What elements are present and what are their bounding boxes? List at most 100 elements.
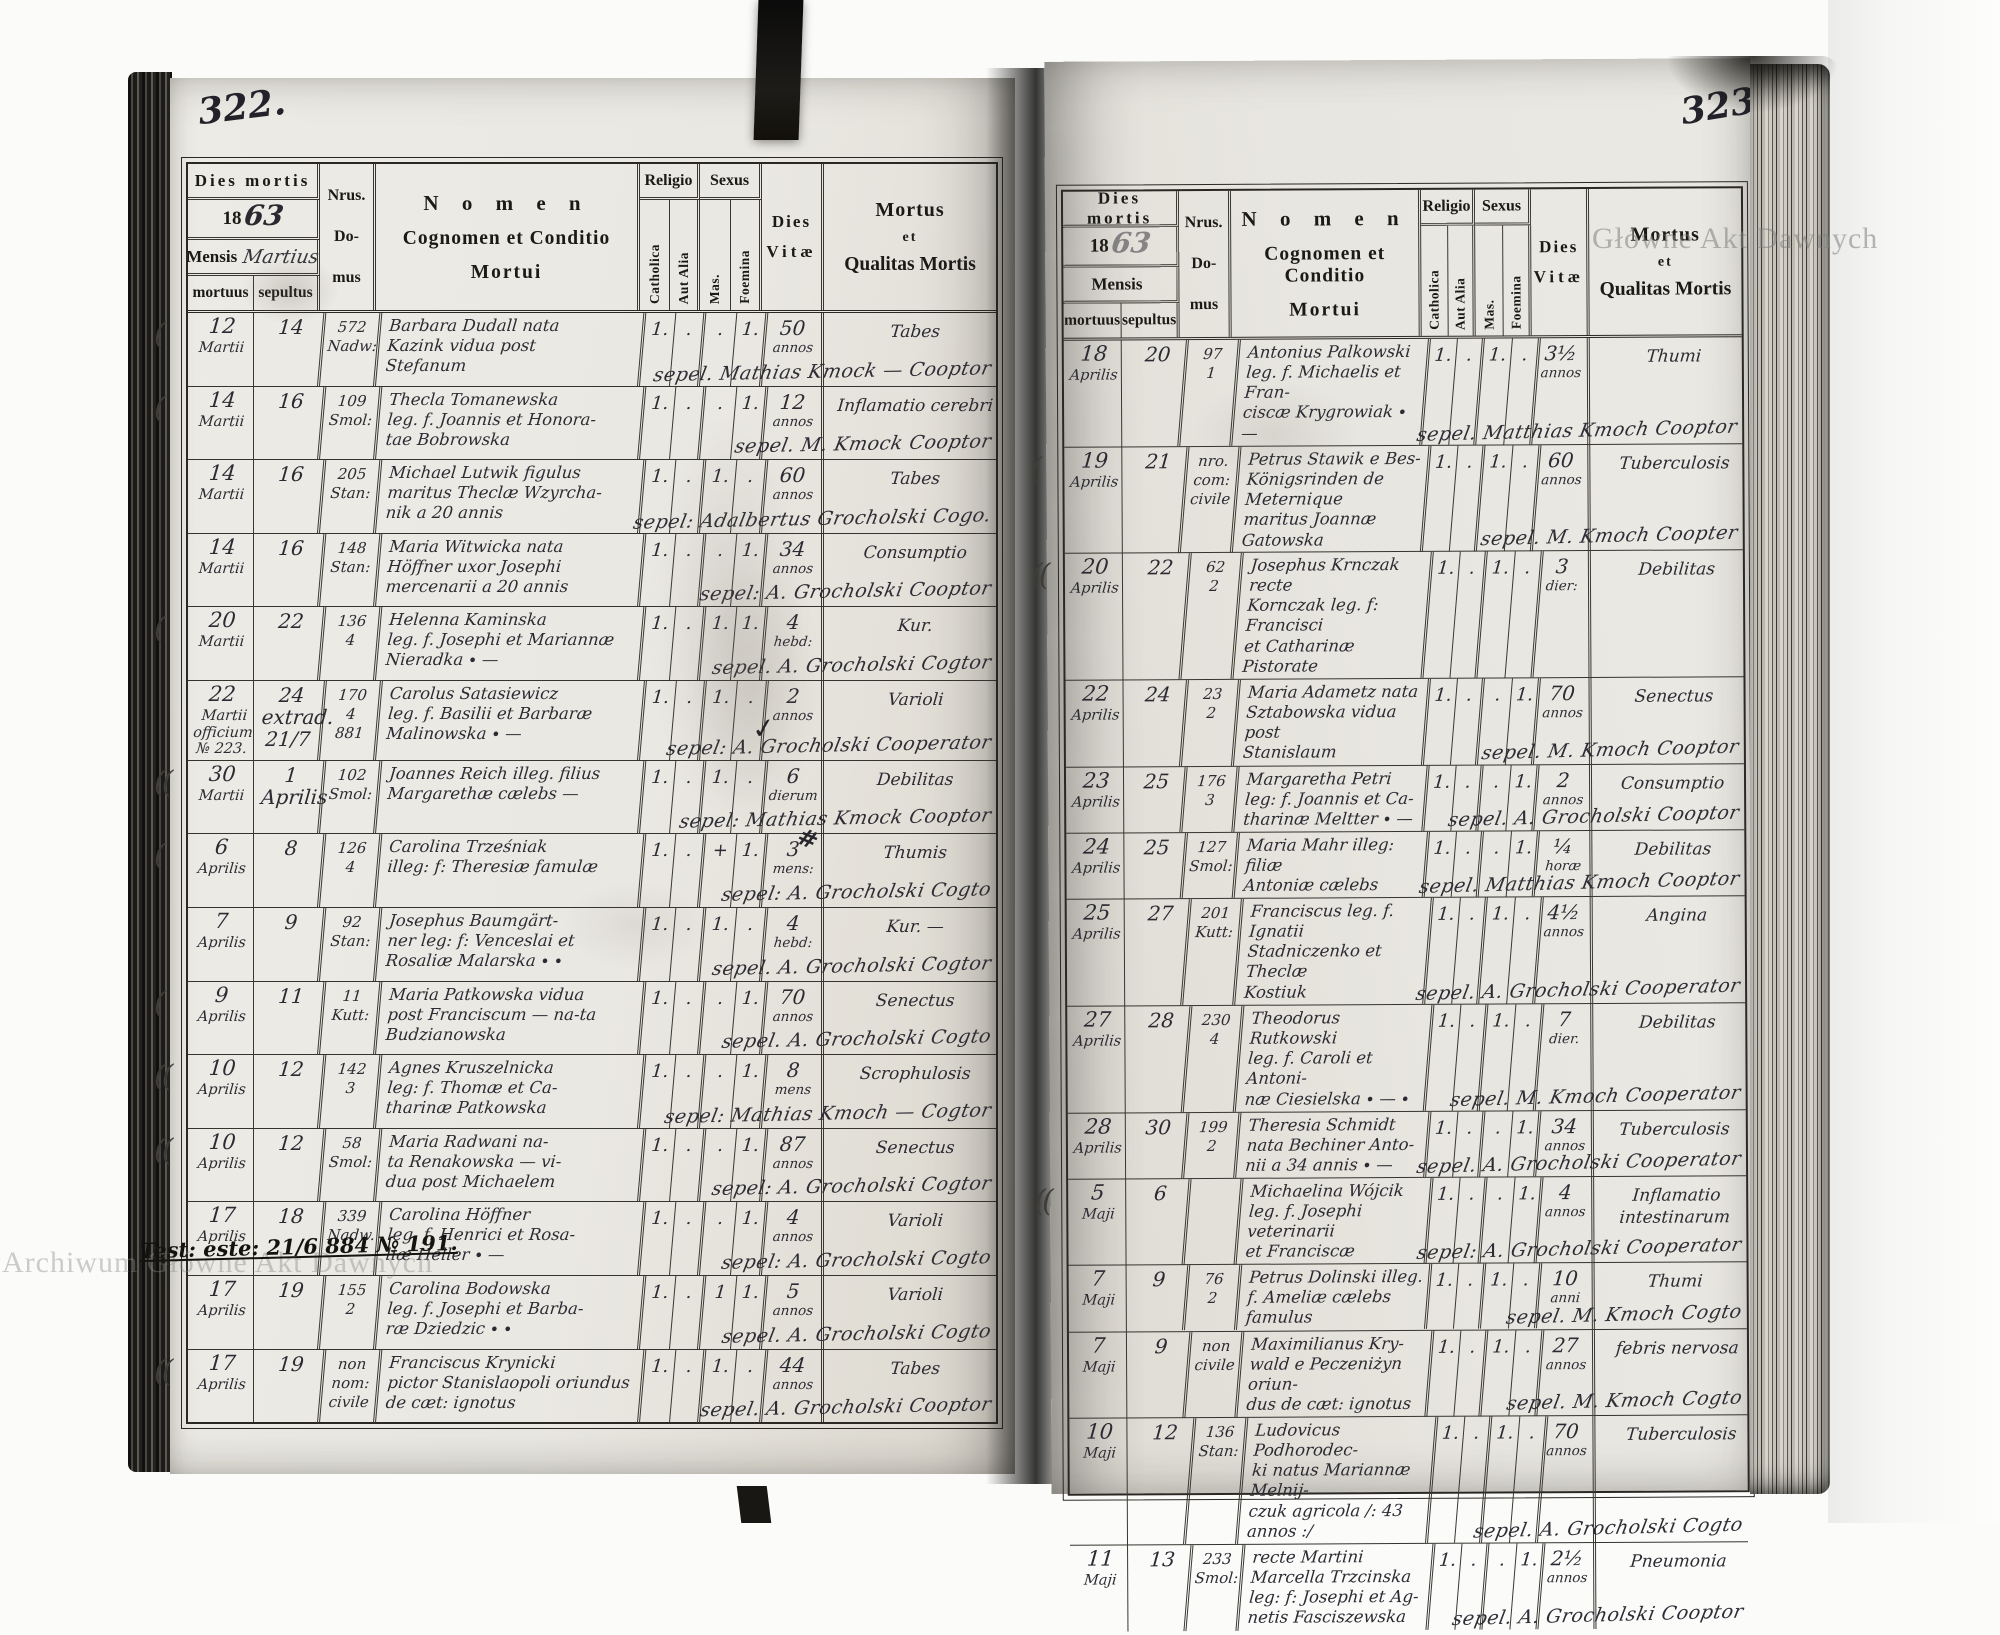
age-value: 70 bbox=[779, 984, 807, 1009]
house-number-cell: 76 2 bbox=[1184, 1265, 1243, 1331]
house-number-cell: 176 3 bbox=[1182, 766, 1240, 833]
death-date-cell: 10 Maji bbox=[1069, 1418, 1129, 1545]
cause-of-death-cell: Debilitas bbox=[1637, 559, 1716, 581]
house-number-cell: non nom: civile bbox=[320, 1349, 383, 1423]
burial-date-cell: 30 bbox=[1126, 1112, 1190, 1179]
name-condition-cell: Petrus Stawik e Bes- Königsrinden de Met… bbox=[1232, 445, 1432, 553]
nomen-line2: Cognomen et Conditio bbox=[1264, 242, 1386, 287]
burial-date-cell: 12 bbox=[254, 1055, 327, 1128]
year-handwritten: 63 bbox=[1108, 226, 1153, 260]
margin-flourish: ( bbox=[154, 985, 166, 1021]
death-day: 20 bbox=[1080, 554, 1110, 579]
age-value: 2 bbox=[1555, 767, 1571, 792]
archive-stamp-ghost bbox=[655, 420, 805, 820]
margin-flourish: (( bbox=[154, 1059, 174, 1095]
year-handwritten: 63 bbox=[241, 199, 286, 232]
death-date-cell: 17 Aprilis bbox=[188, 1349, 254, 1423]
register-row: 14 Martii 16 205 Stan: Michael Lutwik fi… bbox=[188, 460, 996, 534]
cause-of-death-cell: Consumptio bbox=[862, 542, 968, 563]
header-dies-vitae: Dies Vitæ bbox=[1530, 189, 1590, 336]
register-row: 25 Aprilis 27 201 Kutt: Franciscus leg. … bbox=[1066, 896, 1746, 1007]
margin-flourish: ( bbox=[154, 611, 166, 647]
death-month: Martii bbox=[198, 487, 246, 504]
dies-vitae-cell: 7 dier. bbox=[1535, 1003, 1594, 1110]
register-row: ( 6 Aprilis 8 126 4 Carolina Trześniak i… bbox=[154, 834, 996, 909]
death-day: 12 bbox=[207, 314, 237, 338]
death-date-cell: 18 Aprilis bbox=[1063, 340, 1123, 447]
register-page-right: 3 23. Dies mortis 18 63 Mensis mortuus se… bbox=[1030, 58, 1771, 1632]
book-binding-left bbox=[128, 72, 172, 1472]
age-value: 70 bbox=[1552, 1419, 1581, 1444]
register-row: ( 20 Martii 22 136 4 Helenna Kaminska le… bbox=[154, 607, 996, 681]
dies-vitae-cell: 12 annos bbox=[762, 386, 824, 460]
death-date-cell: 24 Aprilis bbox=[1066, 833, 1125, 900]
nrus-line2: Do- bbox=[1191, 254, 1217, 273]
dies-vitae-cell: 44 annos bbox=[762, 1349, 824, 1423]
house-number-cell: 127 Smol: bbox=[1182, 832, 1241, 899]
death-date-cell: 20 Martii bbox=[188, 607, 254, 680]
house-number-cell: 155 2 bbox=[320, 1275, 383, 1349]
register-row: 17 Aprilis 18 339 Nadw. Carolina Höffner… bbox=[140, 1202, 996, 1276]
burial-date-cell: 9 bbox=[254, 908, 327, 981]
dies-vitae-cell: 34 annos bbox=[762, 533, 824, 607]
burial-date-cell: 24 extrad. 21/7 bbox=[254, 680, 335, 760]
name-condition-cell: Maria Patkowska vidua post Franciscum — … bbox=[376, 981, 647, 1055]
register-row: (( 5 Maji 6 Michaelina Wójcik leg. f. Jo… bbox=[1034, 1176, 1747, 1267]
dies-vitae-cell: 60 annos bbox=[762, 460, 824, 533]
register-row: 10 Maji 12 136 Stan: Ludovicus Podhorode… bbox=[1069, 1415, 1749, 1546]
mensis-printed: Mensis bbox=[1091, 273, 1143, 294]
dies-vitae-cell: 6 dierum bbox=[762, 760, 824, 834]
burial-date-cell: 16 bbox=[254, 533, 327, 607]
age-unit: dier: bbox=[1545, 578, 1579, 595]
dies-vitae-cell: 4 annos bbox=[1536, 1176, 1595, 1263]
register-table-left: Dies mortis 18 63 Mensis Martius mortuus… bbox=[140, 157, 1003, 1429]
death-month: Maji bbox=[1082, 1445, 1117, 1462]
age-value: 44 bbox=[779, 1352, 807, 1377]
year-printed: 18 bbox=[1089, 235, 1109, 257]
death-month: Aprilis bbox=[1068, 367, 1119, 384]
death-date-cell: 10 Aprilis bbox=[188, 1128, 254, 1202]
dies-vitae-cell: 2 annos bbox=[1533, 764, 1593, 831]
nomen-line3: Mortui bbox=[470, 261, 543, 283]
death-date-cell: 7 Aprilis bbox=[188, 908, 254, 981]
death-month: Martii officium № 223. bbox=[192, 707, 254, 758]
header-mas: Mas. bbox=[700, 200, 731, 310]
name-condition-cell: Theresia Schmidt nata Bechiner Anto- nii… bbox=[1236, 1111, 1432, 1178]
header-religio: Religio bbox=[640, 164, 700, 200]
house-number-cell: 136 4 bbox=[320, 607, 383, 680]
header-mortuus: mortuus bbox=[1063, 303, 1122, 338]
burial-date-cell: 20 bbox=[1122, 340, 1189, 447]
burial-date-cell: 9 bbox=[1126, 1265, 1191, 1332]
register-row: 22 Martii officium № 223. 24 extrad. 21/… bbox=[188, 680, 996, 761]
dies-vitae-cell: ¼ horæ bbox=[1534, 830, 1593, 897]
house-number-cell: 572 Nadw: bbox=[320, 313, 383, 386]
death-day: 18 bbox=[1079, 341, 1109, 366]
register-row: 7 Maji 9 non civile Maximilianus Kry- wa… bbox=[1068, 1328, 1748, 1419]
cause-of-death-cell: Scrophulosis bbox=[858, 1064, 972, 1085]
register-row: 7 Aprilis 9 92 Stan: Josephus Baumgärt- … bbox=[188, 908, 996, 982]
house-number-cell: 233 Smol: bbox=[1186, 1544, 1246, 1631]
death-day: 28 bbox=[1083, 1114, 1113, 1139]
register-row: 24 Aprilis 25 127 Smol: Maria Mahr illeg… bbox=[1066, 830, 1745, 901]
age-unit: horæ bbox=[1544, 857, 1582, 875]
name-condition-cell: Michael Lutwik figulus maritus Theclæ Wz… bbox=[376, 460, 647, 533]
age-value: 4 bbox=[1557, 1179, 1573, 1205]
burial-date-cell: 12 bbox=[1128, 1418, 1197, 1545]
death-day: 19 bbox=[1079, 448, 1109, 473]
name-condition-cell: Josephus Baumgärt- ner leg: f: Venceslai… bbox=[376, 908, 647, 981]
dies-vitae-cell: 10 anni bbox=[1536, 1263, 1595, 1330]
death-date-cell: 25 Aprilis bbox=[1066, 899, 1126, 1006]
age-unit: annos bbox=[771, 1155, 814, 1172]
death-date-cell: 11 Maji bbox=[1070, 1545, 1129, 1632]
death-month: Aprilis bbox=[197, 861, 247, 878]
age-unit: annos bbox=[771, 413, 814, 430]
margin-flourish: ( bbox=[154, 390, 166, 426]
burial-date-cell: 11 bbox=[254, 981, 327, 1055]
mensis-printed: Mensis bbox=[186, 246, 238, 266]
burial-date-cell: 25 bbox=[1124, 766, 1188, 833]
header-mortus-qualitas: Mortus et Qualitas Mortis bbox=[1599, 222, 1732, 300]
burial-date-cell: 25 bbox=[1124, 832, 1189, 899]
header-sexus: Sexus bbox=[1474, 189, 1532, 226]
sexus-foemina-mark: 1. bbox=[731, 981, 769, 1055]
death-day: 25 bbox=[1082, 900, 1112, 925]
